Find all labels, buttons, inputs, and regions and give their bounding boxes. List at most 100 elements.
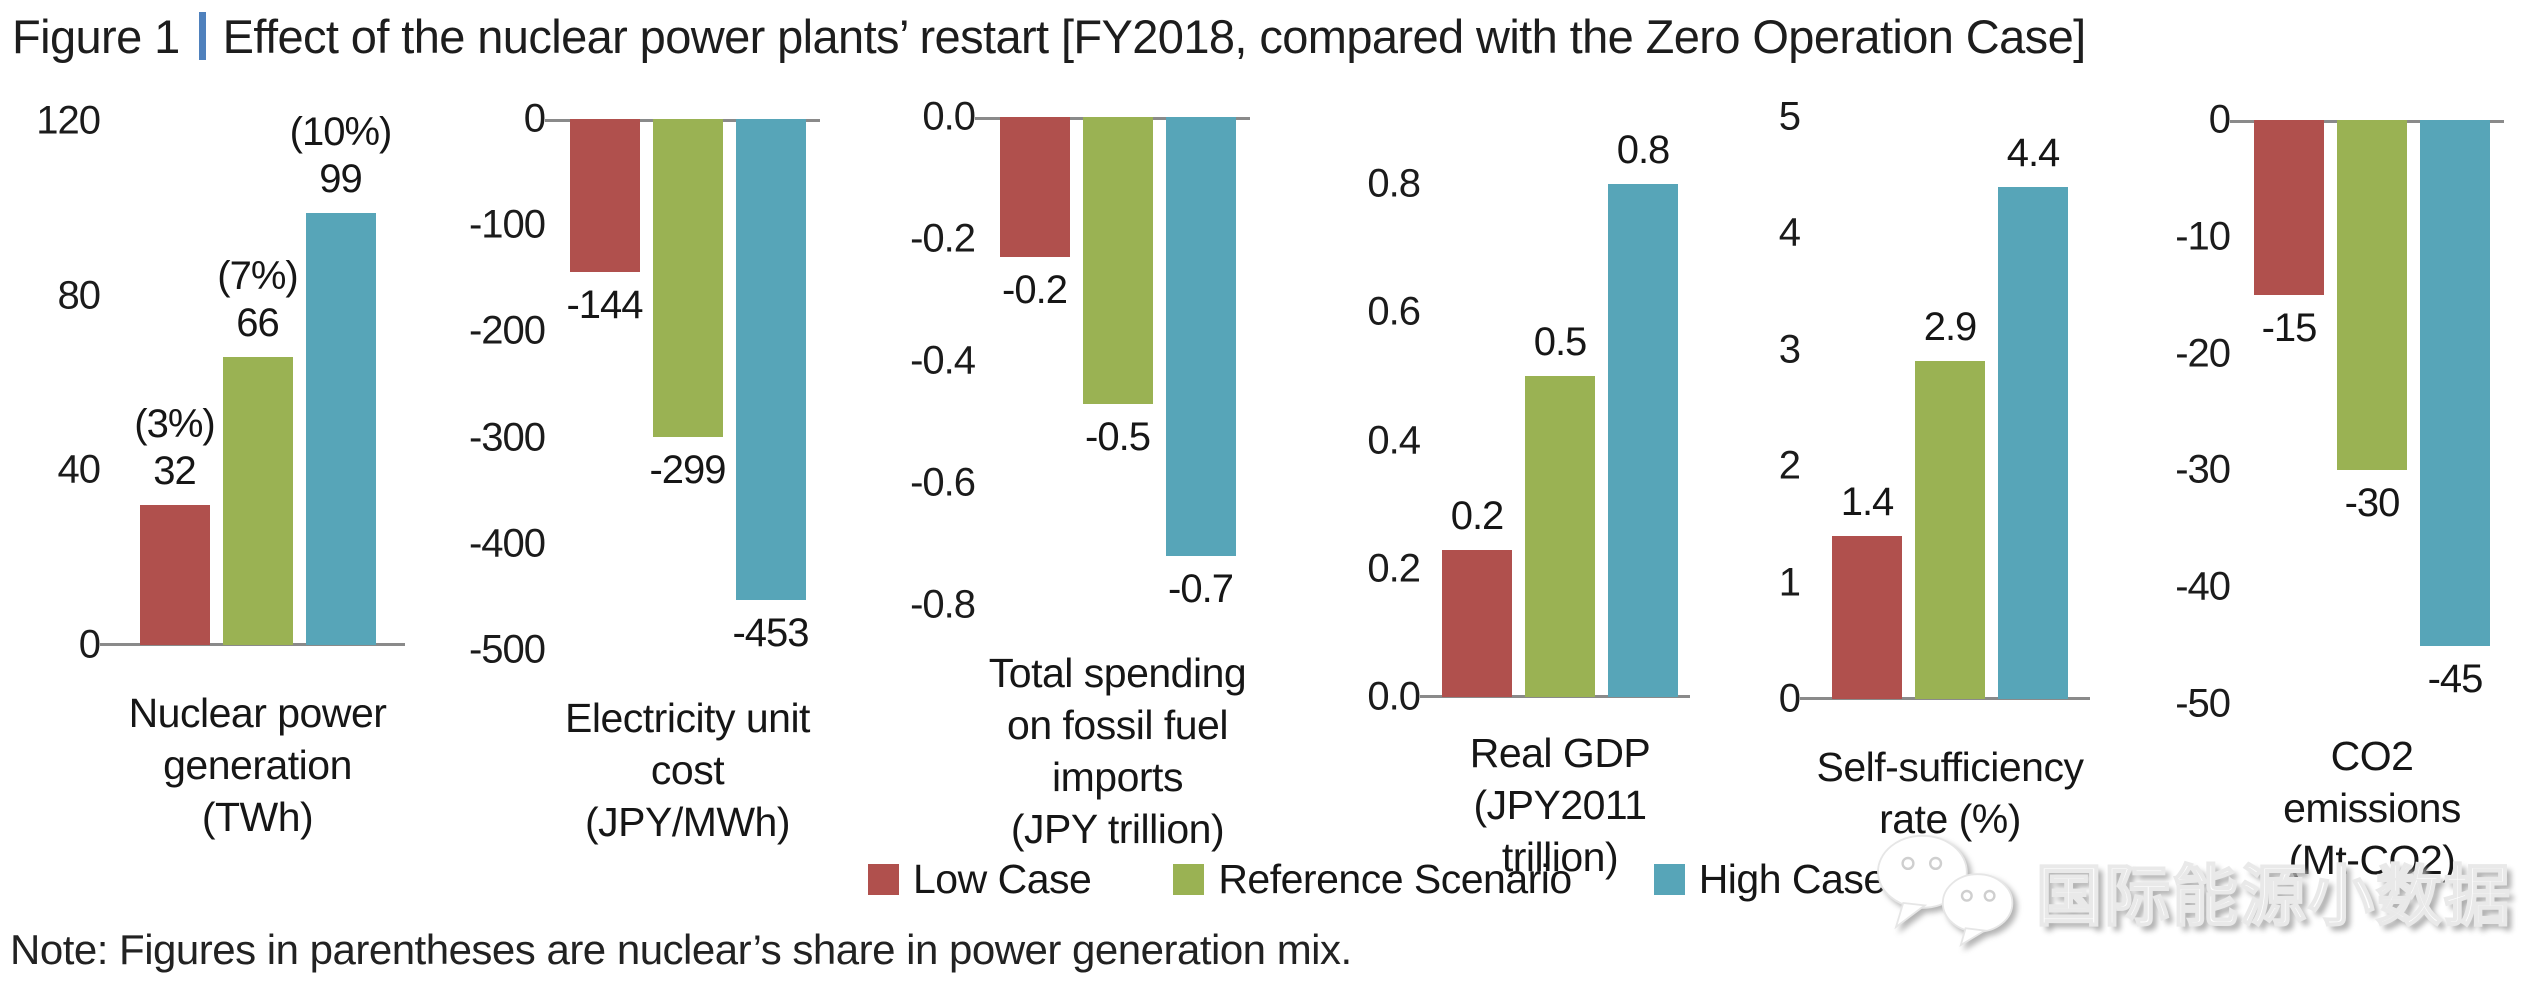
- legend-entry-high-case: High Case: [1653, 856, 1886, 903]
- y-axis-tick-label: 4: [1778, 210, 1801, 255]
- wechat-logo-icon: [1877, 834, 2014, 947]
- bar-high-case: [1608, 184, 1678, 697]
- bar-value-label: (7%) 66: [217, 253, 298, 347]
- chart-electricity-unit-cost: 0 -100 -200 -300 -400 -500 -144 -299 -453 Electri…: [420, 90, 860, 886]
- axis-title-line: (JPY/MWh): [584, 799, 791, 845]
- bar-reference-scenario: [2337, 120, 2407, 471]
- y-axis-tick-label: 40: [57, 447, 101, 492]
- figure-title: Figure 1 Effect of the nuclear power pla…: [12, 4, 2520, 68]
- plot-area: -0.2 -0.5 -0.7: [975, 117, 1250, 611]
- plot-area: 0.2 0.5 0.8: [1420, 128, 1690, 698]
- axis-title: CO2 emissions (Mt-CO2): [2240, 730, 2504, 886]
- figure-title-text: Effect of the nuclear power plants’ rest…: [222, 9, 2087, 63]
- axis-title-line: (JPY trillion): [1010, 806, 1225, 852]
- y-axis-tick-label: -0.2: [910, 216, 976, 261]
- watermark-text: 国际能源小数据: [2035, 858, 2512, 934]
- y-axis-tick-label: 0.6: [1367, 289, 1421, 334]
- bar-value-label: -0.7: [1168, 566, 1234, 613]
- bar-annotation: (3%): [134, 402, 215, 447]
- y-axis-tick-label: 120: [36, 98, 101, 143]
- bar-value-label: -0.5: [1085, 414, 1151, 461]
- y-axis-tick-label: -300: [468, 415, 546, 460]
- bar-high-case: [305, 212, 376, 645]
- bar-slot: -144: [566, 119, 644, 650]
- bar-reference-scenario: [222, 356, 293, 645]
- legend-entry-low-case: Low Case: [868, 856, 1092, 903]
- bar-slot: -0.2: [999, 117, 1070, 605]
- y-axis-tick-label: -200: [468, 308, 546, 353]
- bar-slot: 0.2: [1442, 184, 1512, 697]
- plot-row: 120 80 40 0 (3%) 32 (7%) 66 (10%) 99: [0, 90, 420, 667]
- bar-low-case: [1442, 549, 1512, 697]
- legend-swatch-high-case: [1653, 864, 1685, 895]
- bar-value: 2.9: [1923, 305, 1978, 350]
- chart-nuclear-power-generation: 120 80 40 0 (3%) 32 (7%) 66 (10%) 99 Nuclear power…: [0, 90, 420, 886]
- legend-entry-reference-scenario: Reference Scenario: [1173, 856, 1572, 903]
- y-axis-tick-label: -30: [2175, 447, 2231, 492]
- axis-title: Total spending on fossil fuel imports (JPY …: [985, 647, 1250, 855]
- bar-value-label: -144: [566, 282, 643, 329]
- axis-title-line: rate (%): [1879, 796, 2021, 842]
- legend-swatch-low-case: [868, 864, 899, 895]
- bar-value-label: 4.4: [2006, 130, 2061, 177]
- bar-slot: 0.8: [1608, 128, 1678, 697]
- axis-title-line: (Mt-CO2): [2288, 837, 2456, 883]
- bar-reference-scenario: [1082, 117, 1153, 404]
- title-separator-bar: [198, 12, 206, 60]
- plot-area: (3%) 32 (7%) 66 (10%) 99: [100, 110, 405, 646]
- bar-value: -15: [2261, 306, 2318, 351]
- y-axis: 0.8 0.6 0.4 0.2 0.0: [1310, 162, 1421, 719]
- y-axis-tick-label: 0: [78, 622, 101, 667]
- axis-title-line: Total spending: [988, 650, 1247, 696]
- y-axis-tick-label: 0.4: [1367, 418, 1421, 462]
- bar-low-case: [1832, 536, 1902, 699]
- plot-area: -144 -299 -453: [545, 119, 820, 655]
- chart-legend: Low Case Reference Scenario High Case: [868, 856, 1886, 903]
- axis-title-line: (TWh): [201, 794, 314, 840]
- bar-value: -0.5: [1085, 414, 1151, 459]
- chart-self-sufficiency-rate: 5 4 3 2 1 0 1.4 2.9 4.4 Self-sufficiency rate (%): [1730, 90, 2130, 886]
- bar-value: 32: [153, 449, 197, 494]
- bar-slot: 0.5: [1525, 184, 1595, 697]
- bar-value-label: -45: [2428, 656, 2484, 703]
- bar-value: 0.2: [1450, 493, 1505, 538]
- y-axis-tick-label: -0.6: [910, 460, 976, 505]
- bar-value-label: 0.2: [1450, 493, 1505, 540]
- bar-value: 0.8: [1616, 128, 1671, 172]
- y-axis-tick-label: 3: [1778, 327, 1801, 372]
- y-axis-tick-label: 0: [2208, 97, 2231, 142]
- y-axis-tick-label: -40: [2175, 564, 2231, 609]
- axis-title: Real GDP (JPY2011 trillion): [1430, 727, 1690, 883]
- bar-low-case: [139, 505, 210, 645]
- bar-value: 1.4: [1840, 480, 1895, 525]
- axis-title: Self-sufficiency rate (%): [1810, 741, 2090, 845]
- axis-title: Nuclear power generation (TWh): [110, 687, 405, 843]
- bar-value-label: 0.5: [1534, 319, 1588, 366]
- legend-label: Reference Scenario: [1218, 856, 1572, 902]
- bar-group: -15 -30 -45: [2240, 120, 2504, 704]
- bar-value-label: 1.4: [1840, 479, 1895, 526]
- figure-note: Note: Figures in parentheses are nuclear…: [10, 926, 1352, 973]
- bar-value-label: -15: [2261, 305, 2318, 352]
- axis-title-line: Real GDP: [1469, 730, 1651, 776]
- bar-value: -144: [566, 282, 643, 327]
- bar-slot: -45: [2420, 120, 2490, 704]
- bar-value: 4.4: [2006, 130, 2061, 175]
- bar-slot: -15: [2254, 120, 2324, 704]
- bar-value: -453: [732, 611, 809, 656]
- axis-title-line: cost: [650, 747, 725, 793]
- bar-value-label: -453: [732, 610, 809, 657]
- bar-group: -144 -299 -453: [555, 119, 820, 655]
- bar-slot: -30: [2337, 120, 2407, 704]
- bar-high-case: [2420, 120, 2490, 646]
- chart-real-gdp: 0.8 0.6 0.4 0.2 0.0 0.2 0.5 0.8 Real GDP (JPY2011…: [1310, 90, 1730, 886]
- axis-title-line: Nuclear power: [128, 690, 387, 736]
- axis-title-line: imports: [1052, 754, 1183, 800]
- y-axis-tick-label: 80: [57, 273, 101, 318]
- y-axis: 0.0 -0.2 -0.4 -0.6 -0.8: [860, 95, 976, 627]
- y-axis-tick-label: -20: [2175, 331, 2231, 376]
- bar-high-case: [1165, 117, 1236, 557]
- axis-title-line: CO2 emissions: [2283, 733, 2461, 831]
- bar-high-case: [735, 119, 806, 601]
